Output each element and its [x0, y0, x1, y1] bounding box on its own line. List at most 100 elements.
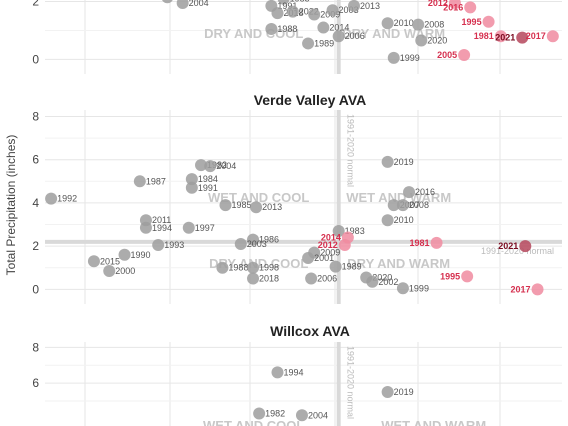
point-label: 2017 [526, 31, 546, 41]
y-tick-label: 6 [32, 153, 39, 167]
point-label: 2019 [394, 157, 414, 167]
point-2003 [234, 237, 247, 250]
point-label: 2011 [152, 215, 171, 225]
point-label: 2004 [308, 410, 328, 420]
point-2016 [403, 186, 416, 199]
point-label: 1993 [164, 240, 184, 250]
point-2006 [332, 30, 345, 43]
y-tick-label: 6 [32, 376, 39, 390]
point-2008 [412, 18, 425, 31]
point-2017 [546, 30, 559, 43]
point-label: 1983 [345, 226, 365, 236]
point-label: 2000 [115, 266, 135, 276]
point-label: 2012 [318, 240, 338, 250]
point-1981 [494, 30, 507, 43]
point-label: 2008 [409, 200, 429, 210]
point-label: 1986 [259, 235, 279, 245]
point-label: 1999 [400, 53, 420, 63]
panel-title: Willcox AVA [270, 323, 350, 339]
point-label: 1989 [342, 262, 362, 272]
point-2013 [250, 201, 263, 214]
point-2021 [516, 31, 529, 44]
point-2006 [305, 272, 318, 285]
panel-2: Verde Valley AVA 0 2 4 6 8 1991-2020 normal 199… [32, 92, 562, 304]
point-2012 [338, 239, 351, 252]
y-tick-label: 4 [32, 196, 39, 210]
point-label: 2019 [394, 387, 414, 397]
point-1993 [152, 239, 165, 252]
point-label: 2004 [189, 0, 209, 8]
point-1994 [271, 366, 284, 379]
point-label: 1991 [198, 183, 218, 193]
y-tick-label: 0 [32, 52, 39, 66]
point-2004 [176, 0, 189, 9]
point-label: 2016 [415, 187, 435, 197]
point-label: 2013 [360, 1, 380, 11]
point-label: 2022 [299, 7, 319, 17]
point-label: 2006 [345, 31, 365, 41]
point-1995 [461, 270, 474, 283]
quadrant-label: DRY AND WARM [347, 256, 450, 271]
point-label: 2006 [317, 274, 337, 284]
point-label: 2015 [100, 256, 120, 266]
y-tick-label: 0 [32, 282, 39, 296]
point-1984 [185, 173, 198, 186]
point-2004 [295, 409, 308, 422]
point-label: 1981 [474, 31, 494, 41]
normal-label: 1991-2020 normal [481, 246, 554, 256]
quadrant-label: DRY AND COOL [204, 26, 303, 41]
point-label: 1995 [462, 17, 482, 27]
point-1985 [277, 0, 290, 5]
point-1985 [219, 199, 232, 212]
quadrant-label: WET AND COOL [203, 418, 304, 426]
point-label: 1988 [277, 24, 297, 34]
point-label: 2010 [394, 215, 414, 225]
point-2016 [464, 1, 477, 14]
point-label: 1998 [259, 263, 279, 273]
point-1989 [329, 260, 342, 273]
point-label: 1994 [283, 367, 303, 377]
point-label: 2003 [247, 239, 267, 249]
point-2010 [381, 17, 394, 30]
point-label: 2012 [428, 0, 448, 8]
point-1986 [247, 233, 260, 246]
point-2001 [302, 252, 315, 265]
point-label: 1989 [314, 38, 334, 48]
point-2015 [87, 255, 100, 268]
normal-label-vertical: 1991-2020 normal [346, 346, 356, 419]
point-label: 1982 [207, 160, 227, 170]
point-1990 [118, 248, 131, 261]
point-2022 [286, 5, 299, 18]
point-label: 1994 [152, 223, 172, 233]
point-2019 [381, 155, 394, 168]
point-1982 [195, 159, 208, 172]
point-2003 [326, 4, 339, 17]
point-1998 [247, 261, 260, 274]
point-label: 2021 [495, 33, 515, 43]
point-2000 [162, 0, 173, 4]
point-label: 1985 [290, 0, 310, 4]
point-1987 [133, 175, 146, 188]
point-label: 2018 [259, 274, 279, 284]
point-label: 2007 [400, 200, 420, 210]
point-2021 [519, 240, 532, 253]
point-label: 1991 [277, 1, 297, 11]
point-label: 1985 [231, 200, 251, 210]
point-label: 1984 [198, 174, 218, 184]
point-1999 [396, 282, 409, 295]
y-tick-label: 8 [32, 109, 39, 123]
point-label: 2014 [329, 23, 349, 33]
y-tick-label: 2 [32, 0, 39, 9]
y-tick-label: 2 [32, 239, 39, 253]
y-axis-label: Total Precipitation (inches) [4, 135, 18, 276]
quadrant-label: WET AND COOL [208, 190, 309, 205]
point-2018 [247, 272, 260, 285]
normal-label-vertical: 1991-2020 normal [346, 114, 356, 187]
point-label: 2010 [394, 18, 414, 28]
point-label: 2003 [339, 5, 359, 15]
point-2010 [381, 214, 394, 227]
point-label: 2017 [510, 284, 530, 294]
point-label: 2009 [320, 248, 340, 258]
point-1997 [182, 221, 195, 234]
